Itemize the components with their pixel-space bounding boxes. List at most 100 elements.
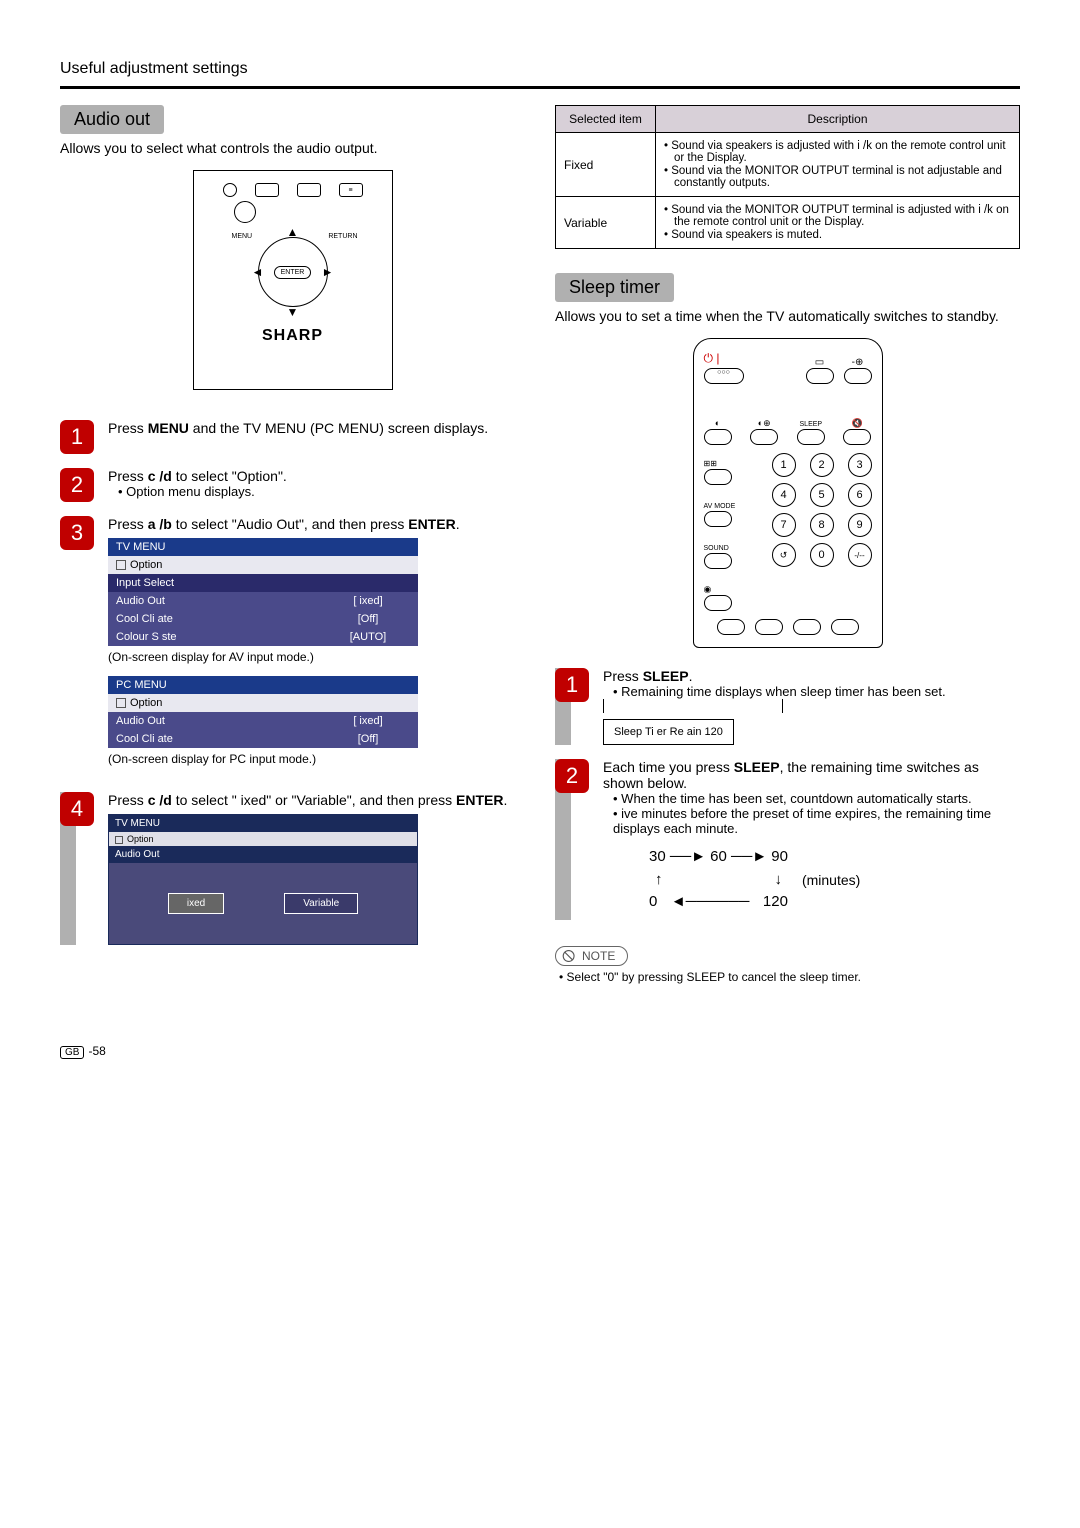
remote-round-btn: [234, 201, 256, 223]
row-label: Variable: [556, 197, 656, 249]
note-tag: NOTE: [555, 946, 628, 966]
osd-title: TV MENU: [108, 538, 418, 556]
sleep-ticks: [603, 699, 783, 713]
remote-btn: ≡: [339, 183, 363, 197]
arrow-left-icon: ◄: [252, 265, 264, 279]
row-label: Fixed: [556, 133, 656, 197]
step-text: Press: [108, 516, 148, 532]
remote-btn: [831, 619, 859, 635]
step-badge: 4: [60, 792, 94, 826]
arrow-up-icon: ↑: [655, 869, 663, 892]
num-9: 9: [848, 513, 872, 537]
remote-diagram: ≡ MENU RETURN ▲ ▼ ◄ ► ENTER SHARP: [193, 170, 393, 390]
step-text: Press: [108, 792, 148, 808]
brand-logo: SHARP: [262, 327, 323, 345]
osd-row: Audio Out[ ixed]: [108, 712, 418, 730]
num-0: 0: [810, 543, 834, 567]
remote-btn: [704, 429, 732, 445]
page-number: -58: [88, 1044, 105, 1058]
input-icon: -⊕: [852, 357, 864, 368]
sleep-intro: Allows you to set a time when the TV aut…: [555, 308, 1020, 324]
step-text: Press: [108, 420, 148, 436]
sleep-label: SLEEP: [800, 421, 823, 428]
sleep-button[interactable]: [797, 429, 825, 445]
option-icon: [116, 560, 126, 570]
return-label: RETURN: [328, 233, 357, 240]
osd-option: Option: [108, 694, 418, 712]
osd-row: Colour S ste[AUTO]: [108, 628, 418, 646]
desc-bullet: Sound via speakers is muted.: [664, 229, 1011, 241]
step-text: and the TV MENU (PC MENU) screen display…: [189, 420, 488, 436]
step-bold: a /b: [148, 516, 172, 532]
step-bold: SLEEP: [643, 668, 689, 684]
remote-dot: [223, 183, 237, 197]
step-text: Press: [108, 468, 148, 484]
arrow-up-icon: ▲: [287, 225, 299, 239]
remote-btn: [843, 429, 871, 445]
description-table: Selected item Description Fixed Sound vi…: [555, 105, 1020, 249]
num-3: 3: [848, 453, 872, 477]
sleep-remaining-box: Sleep Ti er Re ain 120: [603, 719, 734, 745]
num-7: 7: [772, 513, 796, 537]
remote-btn: [704, 553, 732, 569]
step-badge: 1: [555, 668, 589, 702]
osd-title: PC MENU: [108, 676, 418, 694]
cycle-val: 0: [649, 891, 657, 914]
desc-bullet: Sound via speakers is adjusted with i /k…: [664, 140, 1011, 164]
arrow-right-icon: ►: [322, 265, 334, 279]
tv-menu-osd: TV MENU Option Input Select Audio Out[ i…: [108, 538, 418, 646]
step-text: .: [456, 516, 460, 532]
audio-out-heading: Audio out: [60, 105, 164, 134]
dpad: MENU RETURN ▲ ▼ ◄ ► ENTER: [238, 227, 348, 317]
remote-btn: [793, 619, 821, 635]
remote-btn: [704, 469, 732, 485]
remote-icon: ◐: [715, 418, 720, 428]
step-text: to select "Audio Out", and then press: [172, 516, 408, 532]
step-badge: 3: [60, 516, 94, 550]
remote-btn: [844, 368, 872, 384]
step-text: .: [689, 668, 693, 684]
desc-bullet: Sound via the MONITOR OUTPUT terminal is…: [664, 165, 1011, 189]
step-2: 2 Press c /d to select "Option". Option …: [60, 468, 525, 502]
enter-button: ENTER: [274, 266, 312, 279]
step-3: 3 Press a /b to select "Audio Out", and …: [60, 516, 525, 778]
numpad: 1 2 3 4 5 6 7 8 9 ↺ 0 -/--: [772, 453, 872, 567]
audio-out-intro: Allows you to select what controls the a…: [60, 140, 525, 156]
sleep-step-2: 2 Each time you press SLEEP, the remaini…: [555, 759, 1020, 920]
cycle-val: 120: [763, 891, 788, 914]
table-header: Selected item: [556, 106, 656, 133]
step-text: Each time you press: [603, 759, 734, 775]
osd-option: Option: [108, 556, 418, 574]
region-badge: GB: [60, 1046, 84, 1059]
step-text: to select "Option".: [172, 468, 287, 484]
sleep-remote-diagram: ⏻ | ○○○ ▭ -⊕ ◐ ◐⊕ SLEEP 🔇 ⊞⊞ AV MODE: [693, 338, 883, 648]
osd-title: TV MENU: [109, 815, 417, 832]
remote-icon: ◐⊕: [758, 418, 771, 428]
remote-btn: [255, 183, 279, 197]
header-rule: [60, 86, 1020, 89]
step-bold: SLEEP: [734, 759, 780, 775]
remote-btn: [806, 368, 834, 384]
cycle-val: 60: [710, 848, 727, 865]
osd-option: Option: [109, 832, 417, 846]
step-badge: 1: [60, 420, 94, 454]
step-bold: ENTER: [408, 516, 455, 532]
step-text: .: [503, 792, 507, 808]
sleep-timer-heading: Sleep timer: [555, 273, 674, 302]
remote-btn: [717, 619, 745, 635]
step-sub: Option menu displays.: [118, 484, 525, 499]
arrow-down-icon: ↓: [774, 869, 782, 892]
table-row: Fixed Sound via speakers is adjusted wit…: [556, 133, 1020, 197]
remote-icon: ◉: [704, 584, 712, 594]
sleep-cycle-diagram: 30 ──► 60 ──► 90 ↑ ↓ 0 ◄────── 120 (minu…: [649, 846, 1020, 914]
num-6: 6: [848, 483, 872, 507]
page-header: Useful adjustment settings: [60, 60, 1020, 78]
tv-icon: ▭: [815, 357, 824, 368]
table-header: Description: [656, 106, 1020, 133]
remote-btn: [297, 183, 321, 197]
desc-bullet: Sound via the MONITOR OUTPUT terminal is…: [664, 204, 1011, 228]
cycle-unit: (minutes): [802, 872, 860, 888]
step-bold: c /d: [148, 468, 172, 484]
sleep-step-1: 1 Press SLEEP. Remaining time displays w…: [555, 668, 1020, 745]
num-5: 5: [810, 483, 834, 507]
